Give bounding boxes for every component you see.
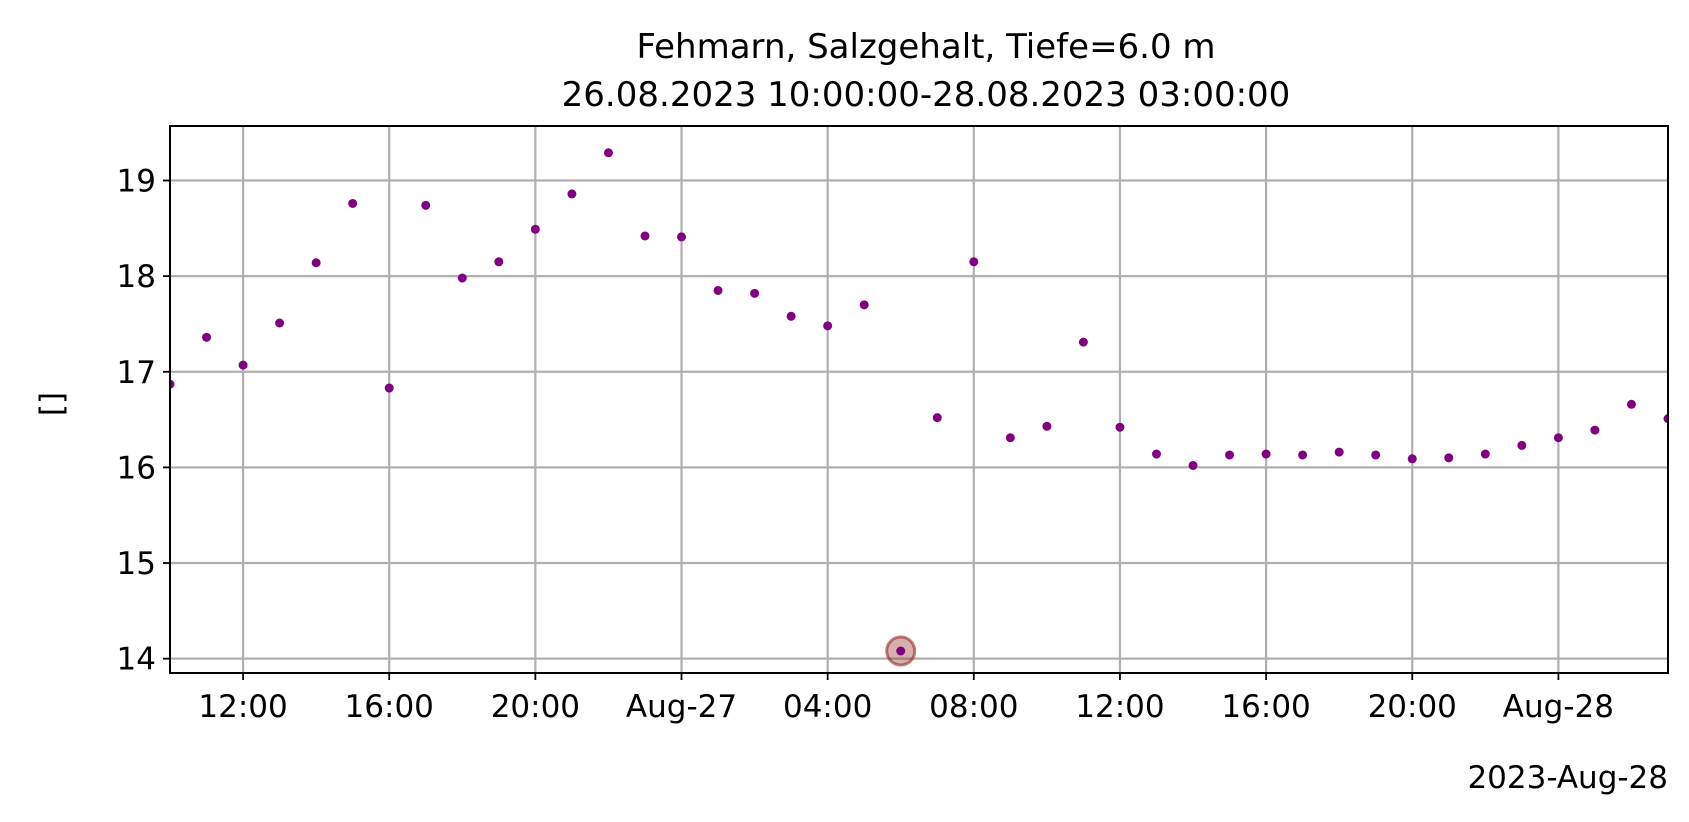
chart-title: Fehmarn, Salzgehalt, Tiefe=6.0 m [636, 27, 1215, 67]
data-point [1407, 454, 1417, 464]
x-tick-label: 16:00 [345, 689, 434, 725]
data-point [275, 318, 285, 328]
data-point [311, 258, 321, 268]
data-point [421, 200, 431, 210]
x-axis-offset-label: 2023-Aug-28 [1467, 760, 1668, 796]
data-point [1663, 414, 1668, 424]
data-point [1115, 422, 1125, 432]
data-point [238, 360, 248, 370]
data-point [1225, 450, 1235, 460]
data-point [750, 288, 760, 298]
data-point [1005, 433, 1015, 443]
data-point [786, 311, 796, 321]
data-point [384, 383, 394, 393]
data-point [1590, 425, 1600, 435]
data-point [1517, 440, 1527, 450]
data-point [1480, 449, 1490, 459]
data-point [457, 273, 467, 283]
data-point [932, 413, 942, 423]
x-tick-label: 20:00 [1368, 689, 1457, 725]
data-point [969, 257, 979, 267]
data-point [713, 285, 723, 295]
y-tick-label: 19 [117, 164, 156, 200]
data-point [1626, 399, 1636, 409]
x-tick-label: Aug-28 [1503, 689, 1614, 725]
x-tick-label: 08:00 [929, 689, 1018, 725]
data-point [1444, 453, 1454, 463]
data-point [896, 646, 906, 656]
data-point [859, 300, 869, 310]
data-point [1334, 447, 1344, 457]
y-axis-label: [] [34, 392, 70, 416]
x-tick-label: 20:00 [491, 689, 580, 725]
x-tick-label: Aug-27 [626, 689, 737, 725]
chart-subtitle: 26.08.2023 10:00:00-28.08.2023 03:00:00 [562, 75, 1291, 115]
data-point [1151, 449, 1161, 459]
data-point [1078, 337, 1088, 347]
y-axis-ticks: 14 15 16 17 18 19 [117, 164, 170, 678]
data-points [170, 148, 1668, 667]
data-point [1371, 450, 1381, 460]
data-point [1188, 460, 1198, 470]
data-point [1261, 449, 1271, 459]
data-point [640, 231, 650, 241]
plot-frame [169, 125, 1669, 674]
x-tick-label: 12:00 [1075, 689, 1164, 725]
data-point [170, 379, 175, 389]
data-point [1298, 450, 1308, 460]
y-tick-label: 15 [117, 546, 156, 582]
data-point [677, 232, 687, 242]
grid [170, 126, 1668, 673]
data-point [494, 257, 504, 267]
data-point [530, 224, 540, 234]
data-point [567, 189, 577, 199]
data-point [202, 332, 212, 342]
y-tick-label: 18 [117, 259, 156, 295]
y-tick-label: 14 [117, 642, 156, 678]
data-point [1042, 421, 1052, 431]
y-tick-label: 17 [117, 355, 156, 391]
data-point [823, 321, 833, 331]
data-point [348, 198, 358, 208]
x-tick-label: 16:00 [1221, 689, 1310, 725]
data-point [1553, 433, 1563, 443]
y-tick-label: 16 [117, 450, 156, 486]
x-tick-label: 04:00 [783, 689, 872, 725]
x-tick-label: 12:00 [198, 689, 287, 725]
x-axis-ticks: 12:00 16:00 20:00 Aug-27 04:00 08:00 12:00 16:0… [198, 673, 1614, 725]
data-point [603, 148, 613, 158]
